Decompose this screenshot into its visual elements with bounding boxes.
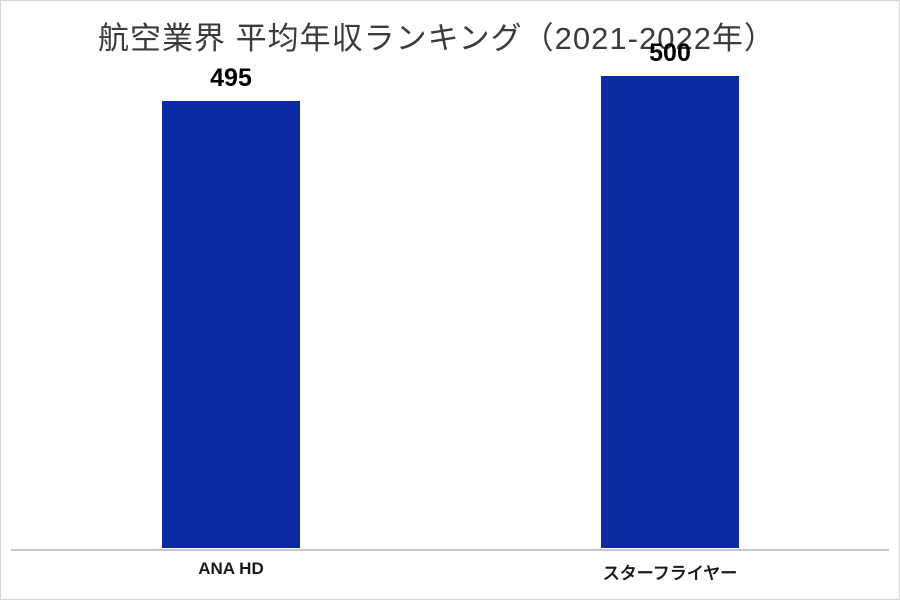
- chart-title: 航空業界 平均年収ランキング（2021-2022年）: [98, 21, 776, 56]
- value-label-ana-hd: 495: [210, 64, 252, 92]
- x-axis-line: [11, 549, 889, 551]
- category-label-starflyer: スターフライヤー: [602, 564, 738, 583]
- bar-ana-hd: [162, 101, 300, 548]
- category-label-ana-hd: ANA HD: [198, 559, 264, 578]
- value-label-starflyer: 500: [649, 39, 691, 67]
- bar-starflyer: [601, 76, 739, 548]
